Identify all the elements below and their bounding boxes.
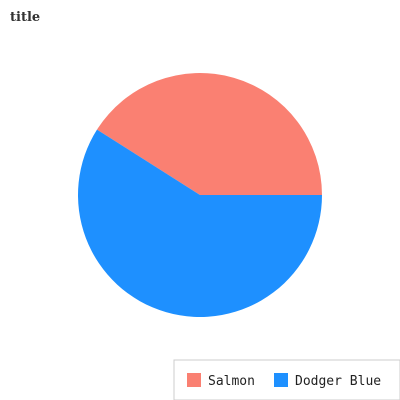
pie-slice-salmon <box>96 73 322 195</box>
legend-swatch-dodger-blue <box>274 373 288 387</box>
legend: Salmon Dodger Blue <box>173 359 400 400</box>
legend-label-dodger-blue: Dodger Blue <box>295 374 381 389</box>
legend-label-salmon: Salmon <box>208 374 255 389</box>
chart-title: title <box>10 10 40 25</box>
pie-slices <box>78 73 322 317</box>
legend-swatch-salmon <box>187 373 201 387</box>
pie-slice-dodger-blue <box>78 129 322 317</box>
